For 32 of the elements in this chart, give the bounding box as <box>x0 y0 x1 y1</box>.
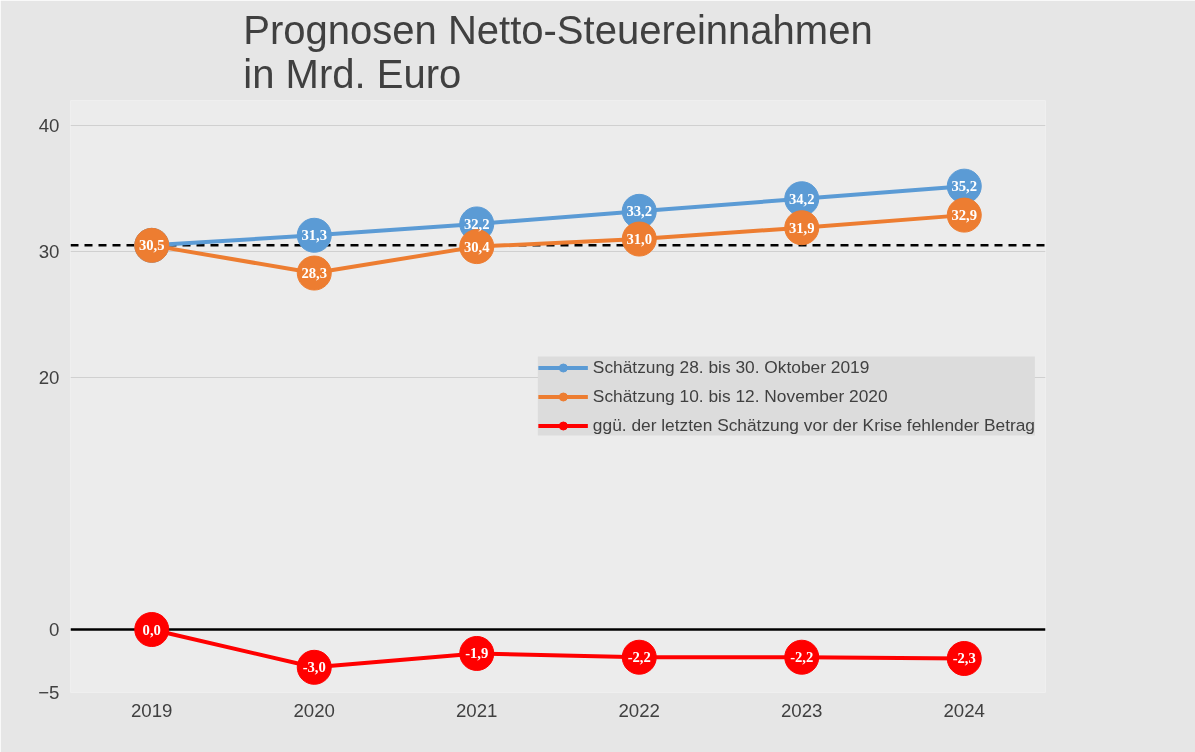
data-label: 31,3 <box>301 227 328 244</box>
y-tick-label: 40 <box>38 115 60 137</box>
x-tick-label: 2023 <box>781 699 823 721</box>
y-tick-label: 20 <box>38 367 60 389</box>
x-tick-label: 2019 <box>131 699 173 721</box>
legend-label: Schätzung 10. bis 12. November 2020 <box>592 385 888 407</box>
data-label: -1,9 <box>465 645 489 662</box>
y-tick-label: −5 <box>38 682 60 703</box>
y-tick-label: 0 <box>49 619 60 641</box>
data-label: 28,3 <box>301 265 328 282</box>
data-label: 31,9 <box>788 219 815 236</box>
data-label: 31,0 <box>626 231 653 248</box>
x-tick-label: 2020 <box>293 699 336 721</box>
data-label: 35,2 <box>951 178 978 195</box>
data-label: 32,2 <box>463 215 490 232</box>
y-tick-label: 30 <box>38 241 60 263</box>
x-tick-label: 2024 <box>943 699 986 721</box>
data-label: 30,5 <box>138 237 165 254</box>
data-label: 0,0 <box>142 621 161 638</box>
data-label: 33,2 <box>626 203 653 220</box>
legend-label: Schätzung 28. bis 30. Oktober 2019 <box>592 356 870 378</box>
chart-title: Prognosen Netto-Steuereinnahmen in Mrd. Euro <box>243 7 873 96</box>
data-label: 30,4 <box>463 238 491 255</box>
data-label: -2,3 <box>952 650 976 667</box>
data-label: 34,2 <box>788 190 815 207</box>
data-label: -2,2 <box>627 649 651 666</box>
data-label: -2,2 <box>790 649 814 666</box>
data-label: -3,0 <box>302 659 326 676</box>
x-tick-label: 2022 <box>618 699 661 721</box>
data-label: 32,9 <box>951 207 978 224</box>
x-tick-label: 2021 <box>456 699 498 721</box>
legend-label: ggü. der letzten Schätzung vor der Krise fehlender Betrag <box>592 414 1035 436</box>
